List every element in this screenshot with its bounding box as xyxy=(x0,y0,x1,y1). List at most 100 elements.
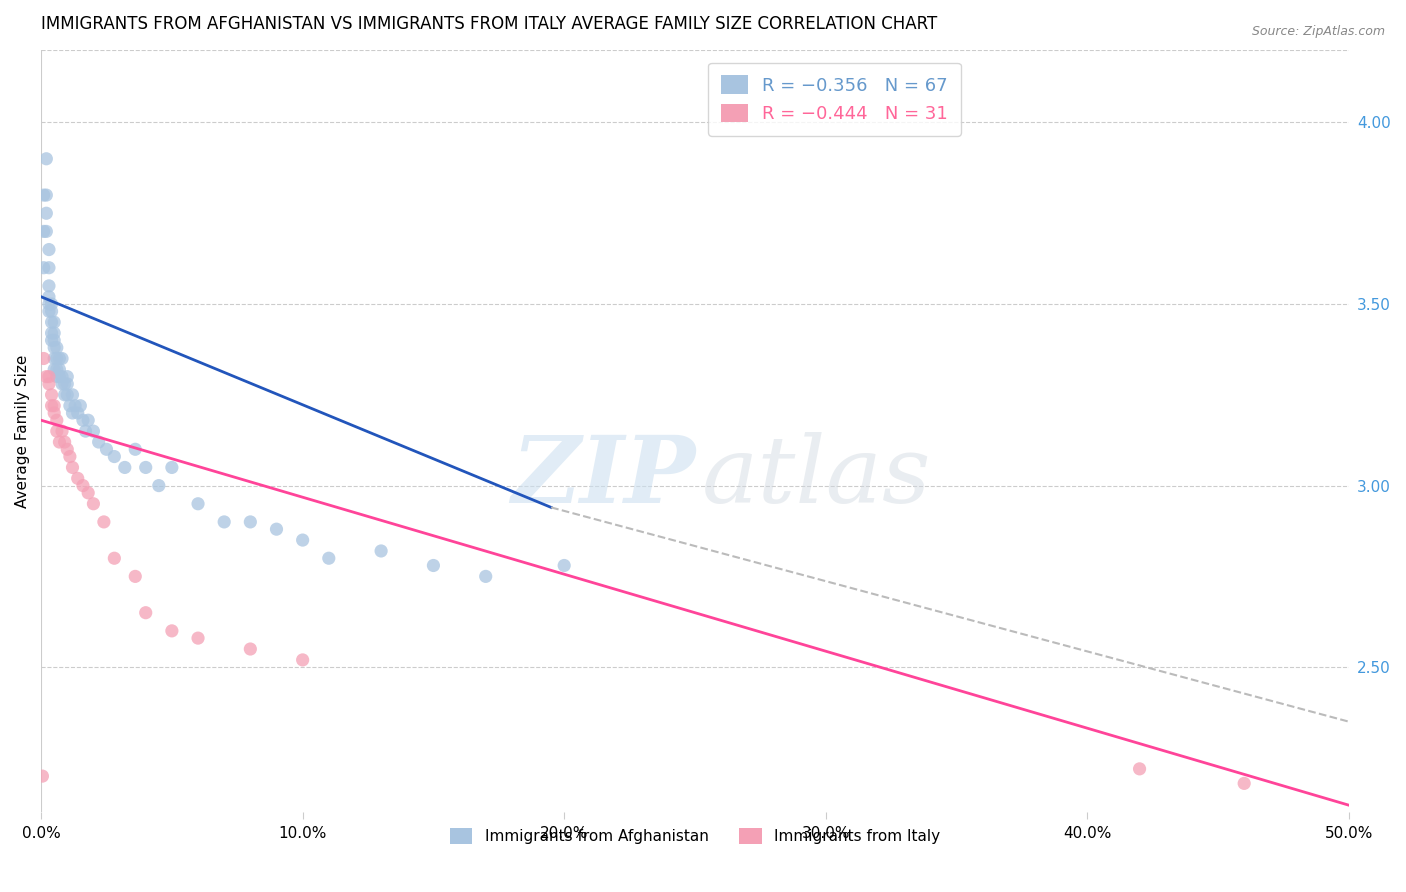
Point xyxy=(38,297,60,311)
Point xyxy=(266,522,288,536)
Point xyxy=(38,243,60,257)
Point xyxy=(32,260,55,275)
Point xyxy=(45,341,67,355)
Point xyxy=(148,478,170,492)
Point xyxy=(51,376,73,391)
Point xyxy=(41,315,63,329)
Point xyxy=(31,769,53,783)
Point xyxy=(160,460,183,475)
Point xyxy=(66,471,89,485)
Point xyxy=(62,388,84,402)
Point xyxy=(44,406,66,420)
Point xyxy=(48,351,70,366)
Y-axis label: Average Family Size: Average Family Size xyxy=(15,354,30,508)
Point xyxy=(82,424,104,438)
Point xyxy=(291,653,314,667)
Point xyxy=(35,369,58,384)
Point xyxy=(422,558,444,573)
Point xyxy=(77,413,100,427)
Point xyxy=(187,631,209,645)
Point xyxy=(35,206,58,220)
Point xyxy=(56,388,79,402)
Point xyxy=(474,569,496,583)
Point xyxy=(44,334,66,348)
Point xyxy=(51,369,73,384)
Point xyxy=(32,224,55,238)
Point xyxy=(41,399,63,413)
Point xyxy=(160,624,183,638)
Point xyxy=(239,515,262,529)
Point xyxy=(44,315,66,329)
Point xyxy=(1128,762,1150,776)
Point xyxy=(103,450,125,464)
Point xyxy=(53,376,76,391)
Point xyxy=(72,478,94,492)
Point xyxy=(45,424,67,438)
Point xyxy=(41,334,63,348)
Point xyxy=(44,341,66,355)
Text: IMMIGRANTS FROM AFGHANISTAN VS IMMIGRANTS FROM ITALY AVERAGE FAMILY SIZE CORRELA: IMMIGRANTS FROM AFGHANISTAN VS IMMIGRANT… xyxy=(41,15,938,33)
Point xyxy=(35,224,58,238)
Point xyxy=(48,435,70,450)
Point xyxy=(45,351,67,366)
Point xyxy=(38,290,60,304)
Point xyxy=(32,188,55,202)
Point xyxy=(103,551,125,566)
Point xyxy=(51,424,73,438)
Point xyxy=(114,460,136,475)
Point xyxy=(35,188,58,202)
Point xyxy=(51,351,73,366)
Point xyxy=(45,413,67,427)
Point xyxy=(48,362,70,376)
Point xyxy=(318,551,340,566)
Point xyxy=(44,351,66,366)
Point xyxy=(45,362,67,376)
Point xyxy=(38,304,60,318)
Point xyxy=(38,278,60,293)
Point xyxy=(69,399,91,413)
Point xyxy=(56,369,79,384)
Text: Source: ZipAtlas.com: Source: ZipAtlas.com xyxy=(1251,25,1385,38)
Point xyxy=(82,497,104,511)
Point xyxy=(35,152,58,166)
Point xyxy=(63,399,86,413)
Text: atlas: atlas xyxy=(702,432,931,522)
Point xyxy=(135,606,157,620)
Point xyxy=(53,388,76,402)
Point xyxy=(59,450,82,464)
Point xyxy=(96,442,118,457)
Point xyxy=(212,515,235,529)
Point xyxy=(56,376,79,391)
Point xyxy=(370,544,392,558)
Point xyxy=(72,413,94,427)
Point xyxy=(59,399,82,413)
Legend: R = −0.356   N = 67, R = −0.444   N = 31: R = −0.356 N = 67, R = −0.444 N = 31 xyxy=(709,62,960,136)
Point xyxy=(239,642,262,657)
Point xyxy=(44,399,66,413)
Point xyxy=(135,460,157,475)
Point xyxy=(53,435,76,450)
Point xyxy=(62,460,84,475)
Point xyxy=(77,486,100,500)
Point xyxy=(553,558,575,573)
Point xyxy=(41,304,63,318)
Point xyxy=(187,497,209,511)
Point xyxy=(32,351,55,366)
Point xyxy=(45,369,67,384)
Point xyxy=(48,369,70,384)
Point xyxy=(75,424,97,438)
Point xyxy=(93,515,115,529)
Point xyxy=(1233,776,1256,790)
Point xyxy=(38,369,60,384)
Point xyxy=(38,260,60,275)
Point xyxy=(41,297,63,311)
Point xyxy=(44,326,66,340)
Point xyxy=(56,442,79,457)
Point xyxy=(38,376,60,391)
Point xyxy=(124,442,146,457)
Point xyxy=(44,362,66,376)
Point xyxy=(41,388,63,402)
Point xyxy=(291,533,314,547)
Point xyxy=(66,406,89,420)
Point xyxy=(41,326,63,340)
